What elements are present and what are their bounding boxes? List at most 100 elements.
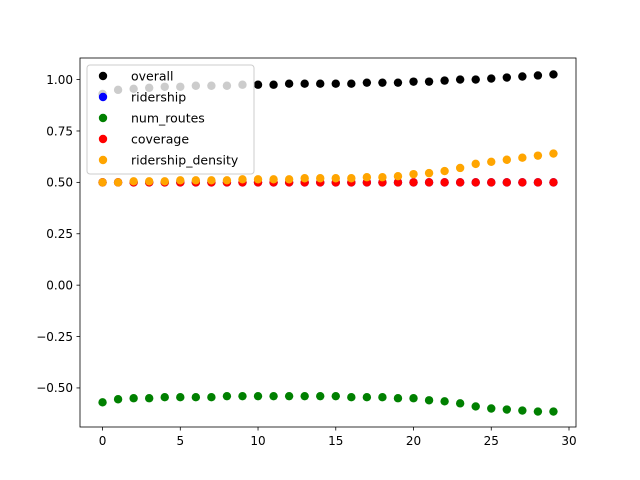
point-num-routes-25 (487, 404, 496, 413)
point-ridership-density-29 (549, 149, 558, 158)
series-ridership-density (98, 149, 558, 187)
point-overall-19 (393, 78, 403, 87)
point-ridership-density-14 (316, 174, 325, 183)
legend-marker-ridership-density (98, 155, 108, 165)
point-num-routes-10 (253, 391, 263, 401)
point-coverage-28 (533, 178, 543, 187)
point-overall-17 (362, 78, 372, 87)
point-num-routes-12 (284, 391, 294, 401)
y-tick-label: 0.00 (46, 278, 73, 292)
point-overall-27 (518, 72, 527, 81)
point-ridership-density-13 (300, 174, 309, 183)
point-overall-29 (549, 70, 558, 79)
point-num-routes-20 (409, 394, 418, 403)
x-tick-label: 15 (328, 434, 343, 448)
y-tick-label: −0.25 (36, 330, 73, 344)
point-num-routes-26 (502, 405, 512, 414)
point-ridership-density-10 (253, 175, 263, 184)
point-ridership-density-4 (160, 177, 169, 186)
x-tick-label: 30 (561, 434, 576, 448)
legend-label-ridership: ridership (131, 90, 186, 105)
point-coverage-23 (455, 178, 465, 187)
point-num-routes-5 (176, 392, 185, 402)
point-overall-12 (284, 79, 294, 88)
point-ridership-density-27 (518, 153, 527, 162)
point-num-routes-2 (129, 394, 138, 403)
point-ridership-density-25 (487, 157, 496, 167)
y-tick-label: 0.25 (46, 227, 73, 241)
point-coverage-22 (440, 178, 449, 187)
point-coverage-26 (502, 178, 512, 187)
legend-label-num-routes: num_routes (131, 111, 205, 126)
point-num-routes-22 (440, 397, 449, 406)
point-ridership-density-16 (347, 174, 356, 183)
axes: 0 5 10 15 20 25 30 −0.50 −0.25 0.00 0.25 0.50 0.75 1.… (36, 73, 576, 448)
point-ridership-density-6 (191, 176, 201, 185)
point-num-routes-24 (471, 402, 480, 411)
legend-marker-ridership (98, 92, 108, 102)
point-num-routes-13 (300, 391, 309, 401)
point-num-routes-4 (160, 392, 169, 402)
point-coverage-27 (518, 178, 527, 187)
x-tick-label: 25 (484, 434, 499, 448)
point-num-routes-3 (144, 394, 154, 403)
legend: overall ridership num_routes coverage riders… (86, 64, 255, 175)
point-coverage-19 (393, 178, 403, 187)
point-ridership-density-7 (207, 176, 216, 185)
point-ridership-density-23 (455, 163, 465, 173)
point-ridership-density-28 (533, 151, 543, 160)
x-tick-label: 5 (176, 434, 184, 448)
legend-box (86, 64, 255, 175)
point-overall-15 (331, 79, 340, 88)
point-num-routes-11 (269, 391, 278, 401)
legend-label-coverage: coverage (131, 132, 189, 147)
point-coverage-24 (471, 178, 480, 187)
point-overall-11 (269, 80, 278, 89)
point-ridership-density-26 (502, 155, 512, 164)
point-coverage-29 (549, 178, 558, 187)
y-tick-label: −0.50 (36, 381, 73, 395)
legend-label-overall: overall (131, 69, 173, 84)
point-ridership-density-2 (129, 177, 138, 186)
point-ridership-density-3 (144, 177, 154, 186)
point-num-routes-21 (424, 396, 434, 405)
plot-frame (79, 57, 577, 428)
point-num-routes-6 (191, 392, 201, 402)
point-overall-23 (455, 75, 465, 84)
point-ridership-density-12 (284, 175, 294, 184)
point-num-routes-28 (533, 407, 543, 416)
y-tick-label: 0.50 (46, 176, 73, 190)
point-overall-21 (424, 77, 434, 86)
point-ridership-density-22 (440, 166, 449, 176)
point-overall-14 (316, 79, 325, 88)
point-coverage-25 (487, 178, 496, 187)
point-ridership-density-15 (331, 174, 340, 183)
point-ridership-density-1 (113, 178, 123, 187)
point-num-routes-29 (549, 407, 558, 416)
legend-marker-coverage (98, 134, 108, 144)
x-tick-label: 10 (250, 434, 265, 448)
x-tick-label: 0 (99, 434, 107, 448)
point-overall-22 (440, 76, 449, 85)
series-num-routes (98, 391, 558, 416)
legend-marker-overall (98, 71, 108, 81)
point-overall-13 (300, 79, 309, 88)
point-ridership-density-9 (238, 175, 247, 184)
point-num-routes-14 (316, 391, 325, 401)
y-tick-label: 0.75 (46, 124, 73, 138)
point-ridership-density-8 (222, 176, 232, 185)
point-num-routes-16 (347, 392, 356, 402)
x-tick-label: 20 (406, 434, 421, 448)
point-num-routes-18 (378, 392, 387, 402)
point-ridership-density-17 (362, 173, 372, 182)
point-ridership-density-24 (471, 159, 480, 169)
point-coverage-21 (424, 178, 434, 187)
point-num-routes-15 (331, 391, 340, 401)
point-overall-10 (253, 80, 263, 89)
point-num-routes-8 (222, 391, 232, 401)
point-num-routes-27 (518, 406, 527, 415)
point-num-routes-1 (113, 395, 123, 404)
point-ridership-density-19 (393, 172, 403, 181)
point-overall-20 (409, 77, 418, 86)
